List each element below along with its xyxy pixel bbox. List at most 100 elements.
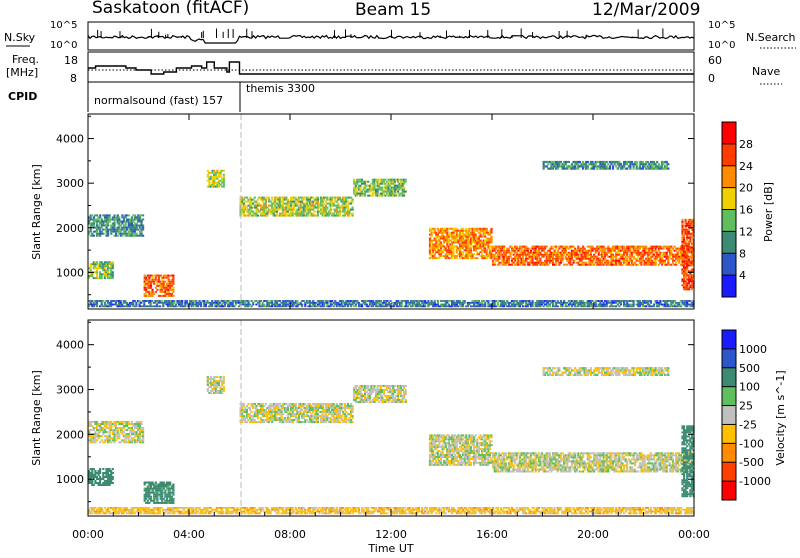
echo-cell [268, 197, 270, 199]
echo-cell [670, 246, 672, 248]
nave-tick-top: 60 [708, 54, 722, 67]
echo-cell [134, 300, 136, 302]
echo-cell [109, 468, 111, 470]
echo-cell [107, 265, 109, 267]
echo-cell [113, 441, 115, 443]
echo-cell [618, 305, 620, 307]
echo-cell [593, 264, 595, 266]
echo-cell [470, 243, 472, 245]
echo-cell [451, 243, 453, 245]
echo-cell [571, 258, 573, 260]
echo-cell [396, 304, 398, 306]
echo-cell [650, 302, 652, 304]
echo-cell [596, 256, 598, 258]
echo-cell [468, 304, 470, 306]
echo-cell [91, 425, 93, 427]
echo-cell [147, 500, 149, 502]
echo-cell [413, 302, 415, 304]
echo-cell [401, 305, 403, 307]
echo-cell [453, 300, 455, 302]
echo-cell [224, 304, 226, 306]
echo-cell [685, 241, 687, 243]
echo-cell [516, 246, 518, 248]
echo-cell [655, 260, 657, 262]
echo-cell [142, 219, 144, 221]
echo-cell [215, 174, 217, 176]
echo-cell [427, 305, 429, 307]
echo-cell [358, 302, 360, 304]
echo-cell [558, 163, 560, 165]
echo-cell [620, 163, 622, 165]
echo-cell [419, 304, 421, 306]
echo-cell [498, 256, 500, 258]
echo-cell [459, 232, 461, 234]
echo-cell [651, 256, 653, 258]
echo-cell [361, 305, 363, 307]
echo-cell [595, 163, 597, 165]
echo-cell [255, 207, 257, 209]
echo-cell [99, 431, 101, 433]
echo-cell [462, 228, 464, 230]
echo-cell [445, 304, 447, 306]
echo-cell [498, 258, 500, 260]
echo-cell [94, 441, 96, 443]
echo-cell [139, 300, 141, 302]
echo-cell [691, 278, 693, 280]
echo-cell [224, 305, 226, 307]
echo-cell [120, 441, 122, 443]
echo-cell [434, 302, 436, 304]
echo-cell [519, 256, 521, 258]
echo-cell [476, 230, 478, 232]
echo-cell [565, 304, 567, 306]
echo-cell [472, 255, 474, 257]
echo-cell [645, 250, 647, 252]
freq-trace [88, 62, 694, 74]
echo-cell [120, 231, 122, 233]
echo-cell [566, 168, 568, 170]
echo-cell [265, 203, 267, 205]
echo-cell [125, 216, 127, 218]
echo-cell [490, 236, 492, 238]
echo-cell [593, 258, 595, 260]
echo-cell [172, 281, 174, 283]
echo-cell [539, 258, 541, 260]
echo-cell [547, 163, 549, 165]
echo-cell [235, 304, 237, 306]
echo-cell [205, 305, 207, 307]
echo-cell [655, 163, 657, 165]
echo-cell [549, 250, 551, 252]
echo-cell [408, 304, 410, 306]
echo-cell [93, 305, 95, 307]
echo-cell [131, 427, 133, 429]
nsky-tick-top: 10^5 [50, 20, 77, 31]
echo-cell [285, 302, 287, 304]
echo-cell [685, 221, 687, 223]
echo-cell [574, 248, 576, 250]
echo-cell [134, 231, 136, 233]
echo-cell [132, 304, 134, 306]
echo-cell [456, 245, 458, 247]
echo-cell [686, 284, 688, 286]
echo-cell [356, 183, 358, 185]
echo-cell [318, 207, 320, 209]
echo-cell [104, 429, 106, 431]
echo-cell [156, 496, 158, 498]
echo-cell [156, 289, 158, 291]
echo-cell [265, 209, 267, 211]
echo-cell [486, 251, 488, 253]
echo-cell [293, 209, 295, 211]
echo-cell [315, 302, 317, 304]
echo-cell [144, 285, 146, 287]
echo-cell [144, 275, 146, 277]
echo-cell [366, 304, 368, 306]
echo-cell [270, 201, 272, 203]
echo-cell [331, 201, 333, 203]
echo-cell [568, 161, 570, 163]
echo-cell [580, 260, 582, 262]
echo-cell [435, 232, 437, 234]
echo-cell [462, 251, 464, 253]
echo-cell [612, 258, 614, 260]
echo-cell [328, 215, 330, 217]
echo-cell [503, 258, 505, 260]
echo-cell [339, 213, 341, 215]
